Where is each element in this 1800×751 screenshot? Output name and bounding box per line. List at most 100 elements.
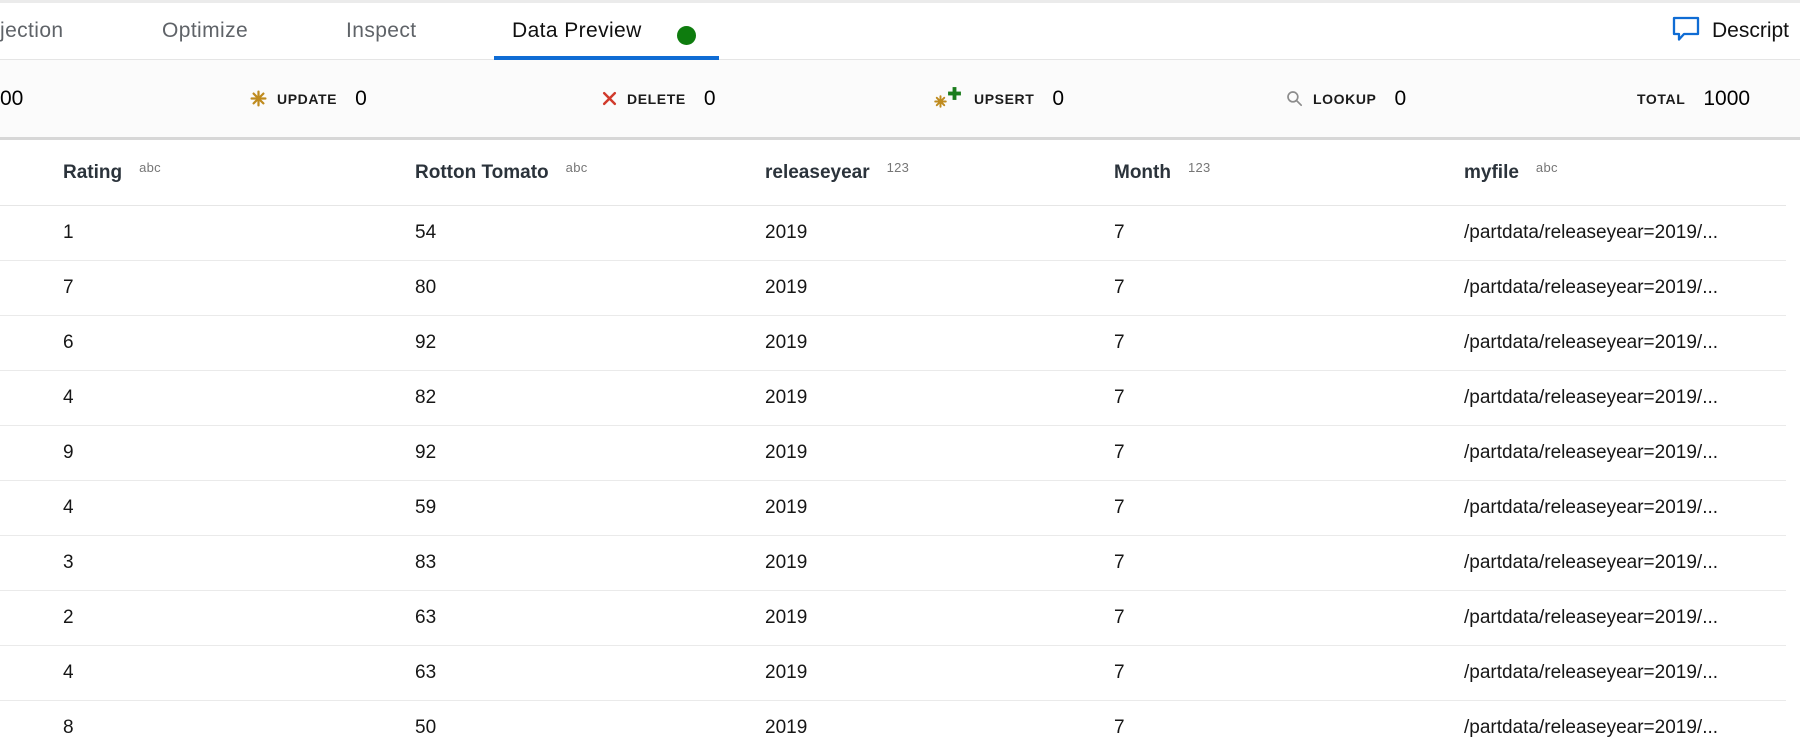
cell-myfile: /partdata/releaseyear=2019/... [1464, 277, 1719, 298]
cell-rotton-tomato: 63 [415, 662, 437, 683]
table-row[interactable]: 8 50 2019 7 /partdata/releaseyear=2019/.… [0, 701, 1786, 751]
total-stat: TOTAL 1000 [1637, 87, 1750, 111]
column-header-rotton-tomato[interactable]: Rotton Tomato abc [415, 159, 765, 184]
column-header-releaseyear[interactable]: releaseyear 123 [765, 159, 1114, 184]
type-badge-abc: abc [1535, 159, 1558, 175]
insert-count-clipped: 00 [0, 87, 23, 111]
column-name: myfile [1464, 161, 1519, 183]
cell-releaseyear: 2019 [765, 442, 808, 463]
tab-data-preview[interactable]: Data Preview [512, 19, 642, 42]
cell-myfile: /partdata/releaseyear=2019/... [1464, 552, 1719, 573]
cell-month: 7 [1114, 222, 1125, 243]
cell-rating: 7 [63, 277, 74, 298]
update-count: 0 [355, 86, 367, 110]
cell-month: 7 [1114, 277, 1125, 298]
total-count: 1000 [1703, 86, 1751, 110]
cell-rating: 9 [63, 442, 74, 463]
cell-myfile: /partdata/releaseyear=2019/... [1464, 607, 1719, 628]
cell-rotton-tomato: 83 [415, 552, 437, 573]
table-header-row: Rating abc Rotton Tomato abc releaseyear 12… [0, 140, 1786, 206]
cell-releaseyear: 2019 [765, 497, 808, 518]
tab-bar: jection Optimize Inspect Data Preview De… [0, 0, 1800, 60]
column-header-month[interactable]: Month 123 [1114, 159, 1464, 184]
cell-rotton-tomato: 59 [415, 497, 437, 518]
tab-projection-clipped[interactable]: jection [0, 19, 64, 42]
upsert-asterisk-plus-icon [934, 85, 964, 113]
cell-month: 7 [1114, 442, 1125, 463]
data-preview-status-dot-icon [677, 26, 696, 45]
description-button-label: Descript [1712, 19, 1790, 42]
cell-rating: 2 [63, 607, 74, 628]
active-tab-underline [494, 56, 719, 60]
cell-month: 7 [1114, 552, 1125, 573]
column-name: Rating [63, 161, 123, 183]
insert-count-value: 00 [0, 86, 24, 110]
cell-myfile: /partdata/releaseyear=2019/... [1464, 387, 1719, 408]
table-row[interactable]: 7 80 2019 7 /partdata/releaseyear=2019/.… [0, 261, 1786, 316]
cell-rotton-tomato: 92 [415, 442, 437, 463]
type-badge-123: 123 [1187, 159, 1211, 175]
update-asterisk-icon [250, 90, 267, 107]
column-name: releaseyear [765, 161, 870, 183]
delete-stat: DELETE 0 [602, 87, 716, 111]
table-row[interactable]: 1 54 2019 7 /partdata/releaseyear=2019/.… [0, 206, 1786, 261]
cell-rating: 3 [63, 552, 74, 573]
preview-stats-bar: 00 UPDATE 0 DELETE 0 [0, 60, 1800, 140]
cell-rotton-tomato: 63 [415, 607, 437, 628]
data-preview-table: Rating abc Rotton Tomato abc releaseyear 12… [0, 140, 1800, 751]
type-badge-123: 123 [886, 159, 910, 175]
cell-rating: 6 [63, 332, 74, 353]
cell-releaseyear: 2019 [765, 717, 808, 738]
cell-rotton-tomato: 50 [415, 717, 437, 738]
description-button[interactable]: Descript [1672, 3, 1789, 59]
cell-myfile: /partdata/releaseyear=2019/... [1464, 442, 1719, 463]
cell-releaseyear: 2019 [765, 277, 808, 298]
comment-icon [1672, 16, 1700, 46]
table-row[interactable]: 9 92 2019 7 /partdata/releaseyear=2019/.… [0, 426, 1786, 481]
tab-inspect[interactable]: Inspect [346, 19, 417, 42]
cell-releaseyear: 2019 [765, 607, 808, 628]
cell-myfile: /partdata/releaseyear=2019/... [1464, 662, 1719, 683]
table-row[interactable]: 4 82 2019 7 /partdata/releaseyear=2019/.… [0, 371, 1786, 426]
cell-releaseyear: 2019 [765, 222, 808, 243]
lookup-count: 0 [1394, 86, 1407, 110]
column-header-rating[interactable]: Rating abc [63, 159, 415, 184]
cell-rating: 8 [63, 717, 74, 738]
column-name: Month [1114, 161, 1171, 183]
tab-optimize[interactable]: Optimize [162, 19, 249, 42]
cell-releaseyear: 2019 [765, 387, 808, 408]
table-row[interactable]: 6 92 2019 7 /partdata/releaseyear=2019/.… [0, 316, 1786, 371]
update-label: UPDATE [277, 90, 338, 107]
cell-rotton-tomato: 82 [415, 387, 437, 408]
cell-rating: 1 [63, 222, 74, 243]
table-row[interactable]: 3 83 2019 7 /partdata/releaseyear=2019/.… [0, 536, 1786, 591]
table-row[interactable]: 2 63 2019 7 /partdata/releaseyear=2019/.… [0, 591, 1786, 646]
lookup-magnifier-icon [1286, 90, 1303, 107]
total-label: TOTAL [1637, 90, 1686, 107]
delete-count: 0 [703, 86, 716, 110]
cell-myfile: /partdata/releaseyear=2019/... [1464, 717, 1719, 738]
cell-myfile: /partdata/releaseyear=2019/... [1464, 332, 1719, 353]
delete-label: DELETE [627, 90, 686, 107]
delete-x-icon [602, 91, 617, 106]
cell-releaseyear: 2019 [765, 662, 808, 683]
cell-rotton-tomato: 92 [415, 332, 437, 353]
type-badge-abc: abc [139, 159, 161, 175]
type-badge-abc: abc [565, 159, 588, 175]
upsert-count: 0 [1052, 86, 1065, 110]
cell-releaseyear: 2019 [765, 552, 808, 573]
lookup-label: LOOKUP [1313, 90, 1377, 107]
cell-rotton-tomato: 54 [415, 222, 437, 243]
table-row[interactable]: 4 63 2019 7 /partdata/releaseyear=2019/.… [0, 646, 1786, 701]
cell-rotton-tomato: 80 [415, 277, 437, 298]
cell-month: 7 [1114, 387, 1125, 408]
cell-month: 7 [1114, 497, 1125, 518]
cell-releaseyear: 2019 [765, 332, 808, 353]
cell-myfile: /partdata/releaseyear=2019/... [1464, 222, 1719, 243]
update-stat: UPDATE 0 [250, 87, 367, 111]
cell-month: 7 [1114, 332, 1125, 353]
upsert-stat: UPSERT 0 [934, 85, 1064, 113]
column-header-myfile[interactable]: myfile abc [1464, 159, 1786, 184]
table-row[interactable]: 4 59 2019 7 /partdata/releaseyear=2019/.… [0, 481, 1786, 536]
cell-month: 7 [1114, 717, 1125, 738]
